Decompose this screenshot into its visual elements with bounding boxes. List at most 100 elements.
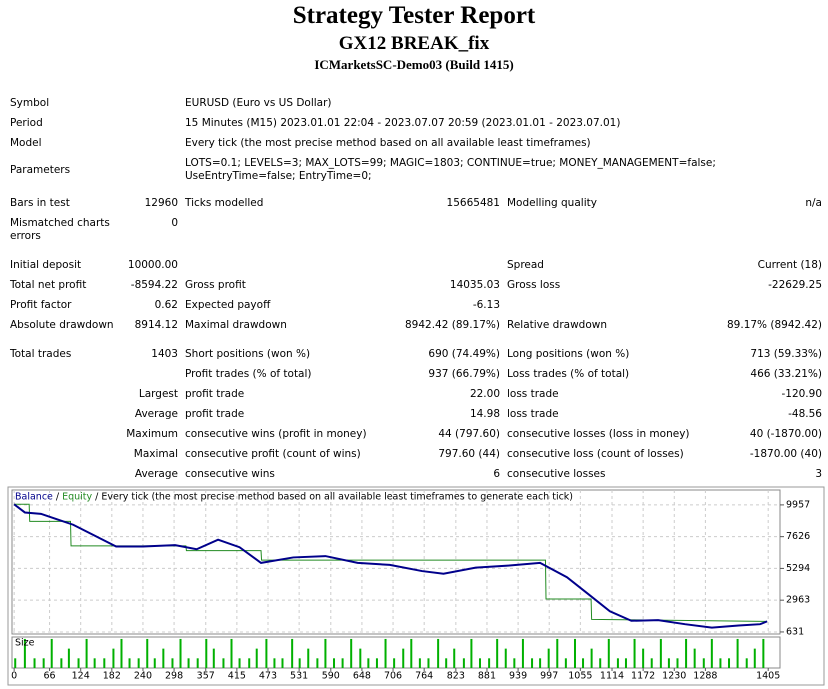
- info-label: Symbol: [10, 97, 50, 109]
- stat-value: 0: [171, 217, 178, 229]
- x-tick-label: 823: [447, 671, 465, 682]
- x-tick-label: 1288: [693, 671, 717, 682]
- size-bar: [393, 658, 396, 668]
- size-bar: [162, 648, 165, 668]
- size-area: [11, 636, 781, 669]
- size-bar: [547, 648, 550, 668]
- stat-value: Maximum: [126, 428, 178, 440]
- info-value: Every tick (the most precise method base…: [185, 137, 591, 149]
- size-bar: [222, 658, 225, 668]
- stat-value: 40 (-1870.00): [749, 428, 822, 440]
- size-bar: [341, 658, 344, 668]
- size-bar: [437, 638, 440, 668]
- stat-label: Ticks modelled: [185, 197, 264, 209]
- stat-value: 466 (33.21%): [750, 368, 822, 380]
- stat-label: consecutive losses (loss in money): [507, 428, 690, 440]
- stat-value: -120.90: [781, 388, 822, 400]
- stat-label: consecutive losses: [507, 468, 606, 480]
- size-bar: [367, 658, 370, 668]
- stat-value: n/a: [805, 197, 822, 209]
- stat-label: Gross loss: [507, 279, 561, 291]
- size-bar: [85, 638, 88, 668]
- x-tick-label: 66: [44, 671, 56, 682]
- size-bar: [42, 658, 45, 668]
- size-bar: [103, 658, 106, 668]
- size-bar: [478, 658, 481, 668]
- size-bar: [462, 658, 465, 668]
- size-bar: [248, 658, 251, 668]
- size-bar: [205, 638, 208, 668]
- stat-label: Mismatched charts errors: [10, 217, 110, 242]
- size-bar: [607, 638, 610, 668]
- stat-label: Gross profit: [185, 279, 246, 291]
- size-bar: [350, 638, 353, 668]
- size-bar: [120, 638, 123, 668]
- y-tick-label: 7626: [786, 531, 810, 542]
- size-bar: [196, 658, 199, 668]
- x-tick-label: 415: [228, 671, 246, 682]
- y-tick-label: 5294: [786, 563, 810, 574]
- stat-value: 15665481: [446, 197, 500, 209]
- stat-value: -22629.25: [768, 279, 822, 291]
- stat-label: Maximal drawdown: [185, 319, 287, 331]
- size-bar: [659, 638, 662, 668]
- stat-value: 797.60 (44): [438, 448, 500, 460]
- size-bar: [470, 638, 473, 668]
- size-bar: [375, 658, 378, 668]
- stat-label: consecutive profit (count of wins): [185, 448, 361, 460]
- size-bar: [590, 648, 593, 668]
- size-bar: [230, 638, 233, 668]
- info-label: Model: [10, 137, 42, 149]
- stat-value: 690 (74.49%): [428, 348, 500, 360]
- size-bar: [291, 638, 294, 668]
- size-bar: [128, 658, 131, 668]
- stat-label: Modelling quality: [507, 197, 597, 209]
- series-line: [13, 503, 768, 629]
- stat-value: 8914.12: [134, 319, 178, 331]
- x-tick-label: 182: [103, 671, 121, 682]
- stat-value: -8594.22: [130, 279, 178, 291]
- size-label: Size: [15, 638, 35, 649]
- size-bar: [33, 658, 36, 668]
- stat-value: -6.13: [472, 299, 500, 311]
- size-bar: [539, 658, 542, 668]
- stat-value: 0.62: [154, 299, 178, 311]
- stat-label: Relative drawdown: [507, 319, 608, 331]
- size-bar: [298, 658, 301, 668]
- stat-value: 8942.42 (89.17%): [405, 319, 500, 331]
- size-bar: [67, 648, 70, 668]
- size-bar: [521, 638, 524, 668]
- stat-label: Absolute drawdown: [10, 319, 114, 331]
- size-bar: [445, 658, 448, 668]
- legend-text: Every tick (the most precise method base…: [101, 492, 573, 503]
- size-bar: [281, 658, 284, 668]
- size-bar: [573, 638, 576, 668]
- plot-area: [11, 489, 781, 635]
- stat-label: Profit factor: [10, 299, 72, 311]
- report-subtitle: GX12 BREAK_fix: [338, 33, 490, 54]
- x-tick-label: 648: [353, 671, 371, 682]
- x-tick-label: 1230: [662, 671, 686, 682]
- stat-label: Bars in test: [10, 197, 70, 209]
- stat-value: 89.17% (8942.42): [727, 319, 822, 331]
- stat-value: -1870.00 (40): [749, 448, 822, 460]
- stat-value: 14.98: [469, 408, 500, 420]
- stat-label: Short positions (won %): [185, 348, 311, 360]
- x-tick-label: 997: [540, 671, 558, 682]
- size-bar: [137, 658, 140, 668]
- x-tick-label: 706: [384, 671, 402, 682]
- x-tick-label: 764: [415, 671, 433, 682]
- size-bar: [23, 638, 26, 668]
- size-bar: [616, 658, 619, 668]
- x-tick-label: 531: [290, 671, 308, 682]
- report-title: Strategy Tester Report: [292, 2, 536, 29]
- x-tick-label: 473: [259, 671, 277, 682]
- info-label: Parameters: [10, 164, 71, 176]
- x-tick-label: 1114: [600, 671, 624, 682]
- size-bar: [60, 658, 63, 668]
- legend-text: /: [95, 492, 99, 503]
- size-bar: [153, 658, 156, 668]
- info-value: EURUSD (Euro vs US Dollar): [185, 97, 332, 109]
- size-bar: [402, 648, 405, 668]
- size-bar: [307, 648, 310, 668]
